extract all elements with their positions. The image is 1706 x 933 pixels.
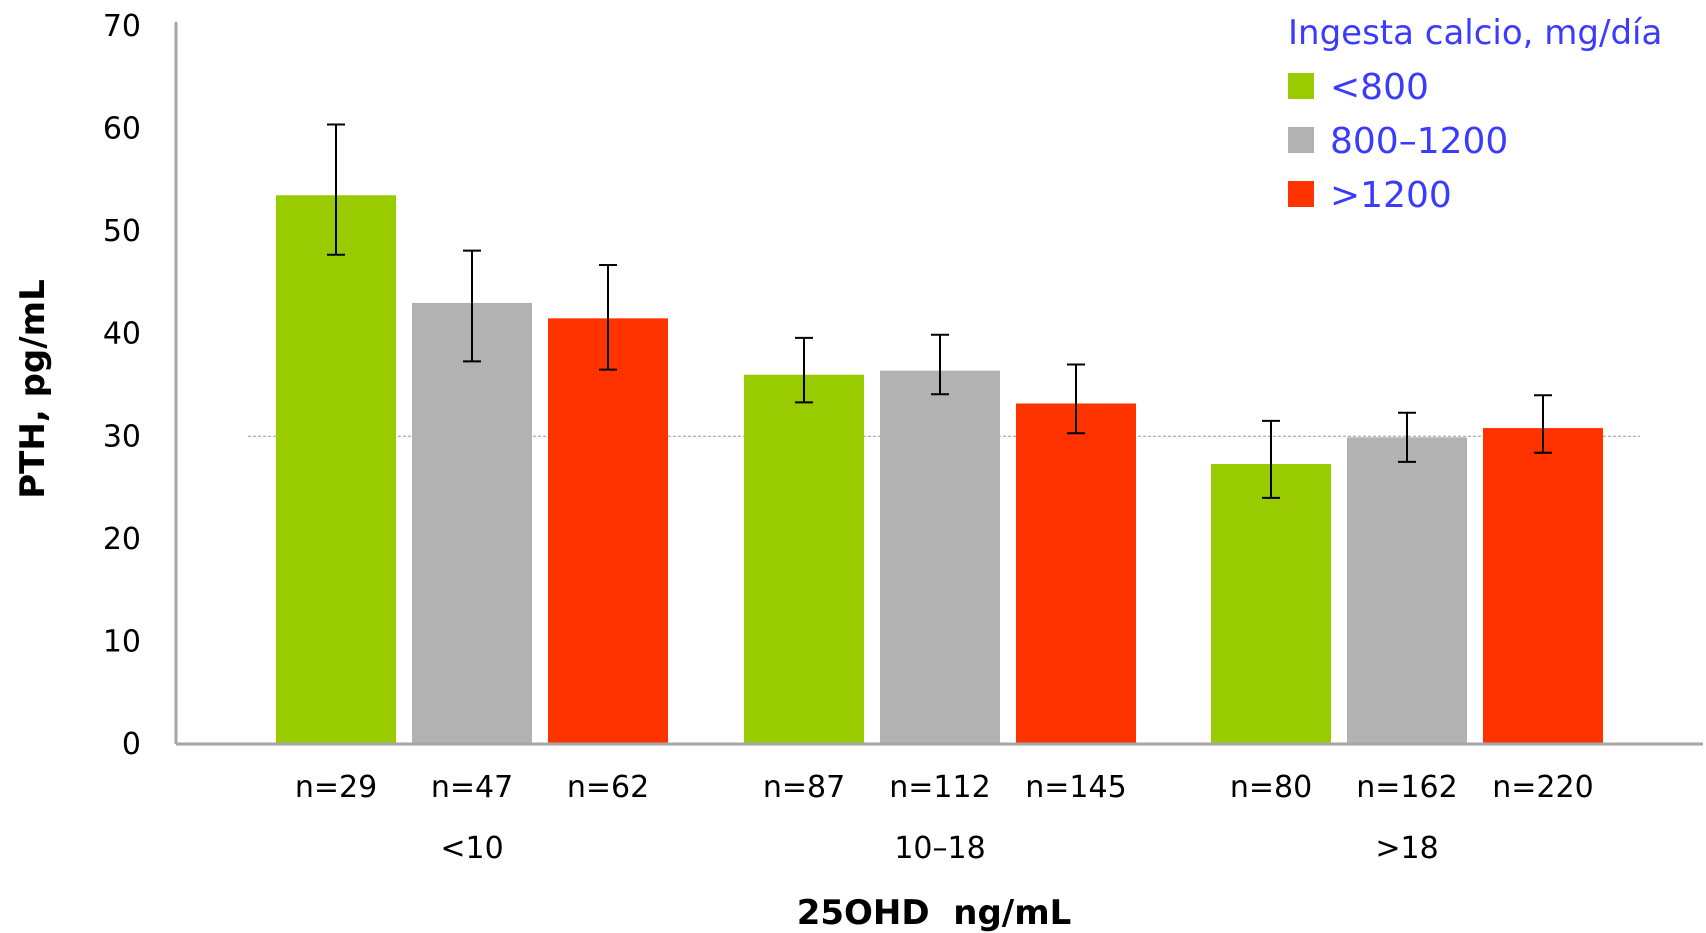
sample-size-label: n=112	[889, 770, 990, 805]
x-axis-title: 25OHD ng/mL	[797, 893, 1072, 933]
sample-size-label: n=220	[1492, 770, 1593, 805]
category-label: 10–18	[894, 831, 985, 866]
bar	[276, 195, 396, 744]
y-tick-label: 0	[122, 727, 141, 762]
error-bar	[1398, 411, 1416, 463]
y-tick-label: 70	[103, 9, 141, 44]
legend-swatch	[1288, 181, 1314, 207]
error-bar	[1534, 394, 1552, 454]
y-axis-title: PTH, pg/mL	[13, 279, 53, 499]
category-label: >18	[1375, 831, 1438, 866]
y-tick-label: 60	[103, 112, 141, 147]
sample-size-label: n=87	[763, 770, 845, 805]
legend-swatch	[1288, 73, 1314, 99]
legend-swatch	[1288, 127, 1314, 153]
sample-size-label: n=47	[431, 770, 513, 805]
error-bar	[1262, 419, 1280, 499]
sample-size-label: n=62	[567, 770, 649, 805]
y-tick-label: 20	[103, 522, 141, 557]
legend-label: <800	[1330, 67, 1429, 108]
error-bar	[931, 333, 949, 396]
sample-size-label: n=162	[1356, 770, 1457, 805]
sample-size-label: n=145	[1025, 770, 1126, 805]
legend-label: 800–1200	[1330, 121, 1508, 162]
bar	[1483, 428, 1603, 744]
error-bar	[327, 123, 345, 256]
bar	[548, 318, 668, 744]
error-bar	[795, 336, 813, 404]
legend: Ingesta calcio, mg/día <800 800–1200 >1200	[1288, 13, 1662, 216]
error-bar	[1067, 363, 1085, 435]
legend-title: Ingesta calcio, mg/día	[1288, 13, 1662, 53]
bar	[744, 374, 864, 744]
bar	[1211, 463, 1331, 744]
category-label: <10	[440, 831, 503, 866]
sample-size-label: n=80	[1230, 770, 1312, 805]
bar	[1347, 437, 1467, 744]
y-tick-label: 40	[103, 317, 141, 352]
legend-label: >1200	[1330, 175, 1452, 216]
bar	[880, 370, 1000, 744]
y-tick-label: 10	[103, 624, 141, 659]
bar	[1016, 403, 1136, 744]
sample-size-label: n=29	[295, 770, 377, 805]
y-tick-label: 50	[103, 214, 141, 249]
y-tick-label: 30	[103, 419, 141, 454]
bar	[412, 302, 532, 744]
error-bar	[599, 263, 617, 371]
error-bar	[463, 249, 481, 363]
